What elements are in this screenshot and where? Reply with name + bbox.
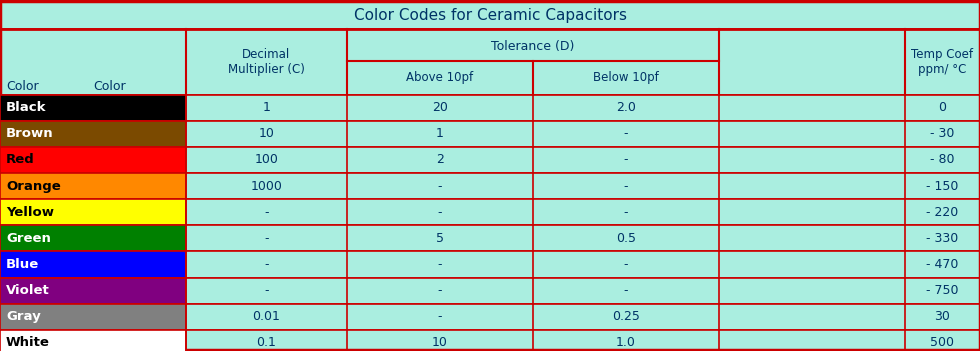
Text: 10: 10: [432, 337, 448, 350]
Bar: [0, 121, 186, 147]
Text: Yellow: Yellow: [6, 206, 54, 219]
Bar: [0, 199, 186, 225]
Bar: [0, 29, 980, 94]
Text: White: White: [6, 337, 50, 350]
Text: 10: 10: [259, 127, 274, 140]
Bar: [0, 94, 980, 121]
Text: 500: 500: [930, 337, 955, 350]
Text: Color: Color: [93, 80, 125, 93]
Text: -: -: [623, 153, 628, 166]
Bar: [0, 1, 980, 29]
Text: - 750: - 750: [926, 284, 958, 297]
Text: - 330: - 330: [926, 232, 958, 245]
Text: -: -: [264, 206, 269, 219]
Text: -: -: [264, 258, 269, 271]
Bar: [0, 94, 186, 121]
Text: -: -: [623, 258, 628, 271]
Bar: [0, 251, 980, 278]
Text: Blue: Blue: [6, 258, 39, 271]
Bar: [0, 330, 980, 351]
Text: 0.01: 0.01: [253, 310, 280, 323]
Text: 1000: 1000: [251, 180, 282, 193]
Text: - 30: - 30: [930, 127, 955, 140]
Text: Below 10pf: Below 10pf: [593, 71, 659, 84]
Text: 2.0: 2.0: [615, 101, 636, 114]
Text: 0.25: 0.25: [612, 310, 640, 323]
Bar: [0, 199, 980, 225]
Text: Decimal
Multiplier (C): Decimal Multiplier (C): [228, 48, 305, 76]
Text: -: -: [437, 284, 442, 297]
Text: - 220: - 220: [926, 206, 958, 219]
Bar: [0, 251, 186, 278]
Text: 0.5: 0.5: [615, 232, 636, 245]
Text: 30: 30: [934, 310, 951, 323]
Text: Temp Coef
ppm/ °C: Temp Coef ppm/ °C: [911, 48, 973, 76]
Bar: [0, 278, 980, 304]
Text: -: -: [623, 284, 628, 297]
Text: Tolerance (D): Tolerance (D): [491, 40, 574, 53]
Bar: [0, 330, 186, 351]
Text: -: -: [437, 310, 442, 323]
Bar: [0, 225, 186, 251]
Text: -: -: [623, 127, 628, 140]
Text: 5: 5: [436, 232, 444, 245]
Text: 0: 0: [938, 101, 947, 114]
Text: Color Codes for Ceramic Capacitors: Color Codes for Ceramic Capacitors: [354, 8, 626, 22]
Text: Red: Red: [6, 153, 34, 166]
Bar: [0, 304, 186, 330]
Text: 20: 20: [432, 101, 448, 114]
Text: 1: 1: [263, 101, 270, 114]
Text: - 80: - 80: [930, 153, 955, 166]
Text: - 150: - 150: [926, 180, 958, 193]
Text: -: -: [264, 284, 269, 297]
Text: -: -: [264, 232, 269, 245]
Text: 1: 1: [436, 127, 444, 140]
Text: -: -: [623, 206, 628, 219]
Text: Violet: Violet: [6, 284, 50, 297]
Bar: [0, 147, 186, 173]
Bar: [0, 173, 980, 199]
Text: 0.1: 0.1: [257, 337, 276, 350]
Text: Orange: Orange: [6, 180, 61, 193]
Text: 100: 100: [255, 153, 278, 166]
Bar: [0, 304, 980, 330]
Text: -: -: [437, 180, 442, 193]
Text: Brown: Brown: [6, 127, 54, 140]
Text: 1.0: 1.0: [615, 337, 636, 350]
Bar: [0, 147, 980, 173]
Bar: [0, 173, 186, 199]
Text: - 470: - 470: [926, 258, 958, 271]
Text: Color: Color: [6, 80, 38, 93]
Text: -: -: [437, 258, 442, 271]
Text: Green: Green: [6, 232, 51, 245]
Text: Above 10pf: Above 10pf: [406, 71, 473, 84]
Bar: [0, 278, 186, 304]
Bar: [0, 225, 980, 251]
Text: Black: Black: [6, 101, 46, 114]
Text: -: -: [623, 180, 628, 193]
Text: Gray: Gray: [6, 310, 41, 323]
Bar: [0, 121, 980, 147]
Text: 2: 2: [436, 153, 444, 166]
Text: -: -: [437, 206, 442, 219]
